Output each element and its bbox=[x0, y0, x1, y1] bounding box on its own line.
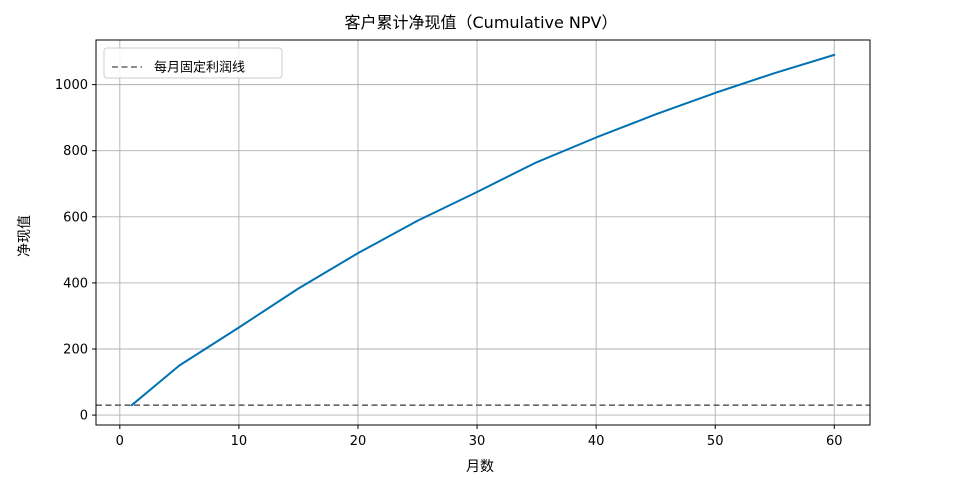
x-tick-label: 40 bbox=[588, 434, 605, 449]
x-tick-label: 60 bbox=[826, 434, 843, 449]
y-tick-label: 1000 bbox=[55, 78, 88, 93]
series-line-cumulative-npv bbox=[130, 53, 836, 407]
axes-frame bbox=[95, 39, 871, 426]
x-tick-label: 10 bbox=[231, 434, 248, 449]
y-tick-label: 800 bbox=[63, 144, 88, 159]
x-tick-label: 0 bbox=[116, 434, 124, 449]
legend-box bbox=[103, 47, 283, 79]
y-tick-label: 600 bbox=[63, 210, 88, 225]
legend: 每月固定利润线 bbox=[103, 47, 283, 79]
y-tick-label: 200 bbox=[63, 342, 88, 357]
x-axis-label: 月数 bbox=[466, 459, 494, 475]
y-axis-label: 净现值 bbox=[17, 215, 33, 257]
chart-title: 客户累计净现值（Cumulative NPV） bbox=[345, 13, 618, 32]
x-tick-label: 20 bbox=[350, 434, 367, 449]
x-tick-label: 30 bbox=[469, 434, 486, 449]
x-tick-label: 50 bbox=[707, 434, 724, 449]
y-tick-label: 0 bbox=[80, 409, 88, 424]
legend-label: 每月固定利润线 bbox=[154, 60, 245, 76]
y-tick-label: 400 bbox=[63, 276, 88, 291]
